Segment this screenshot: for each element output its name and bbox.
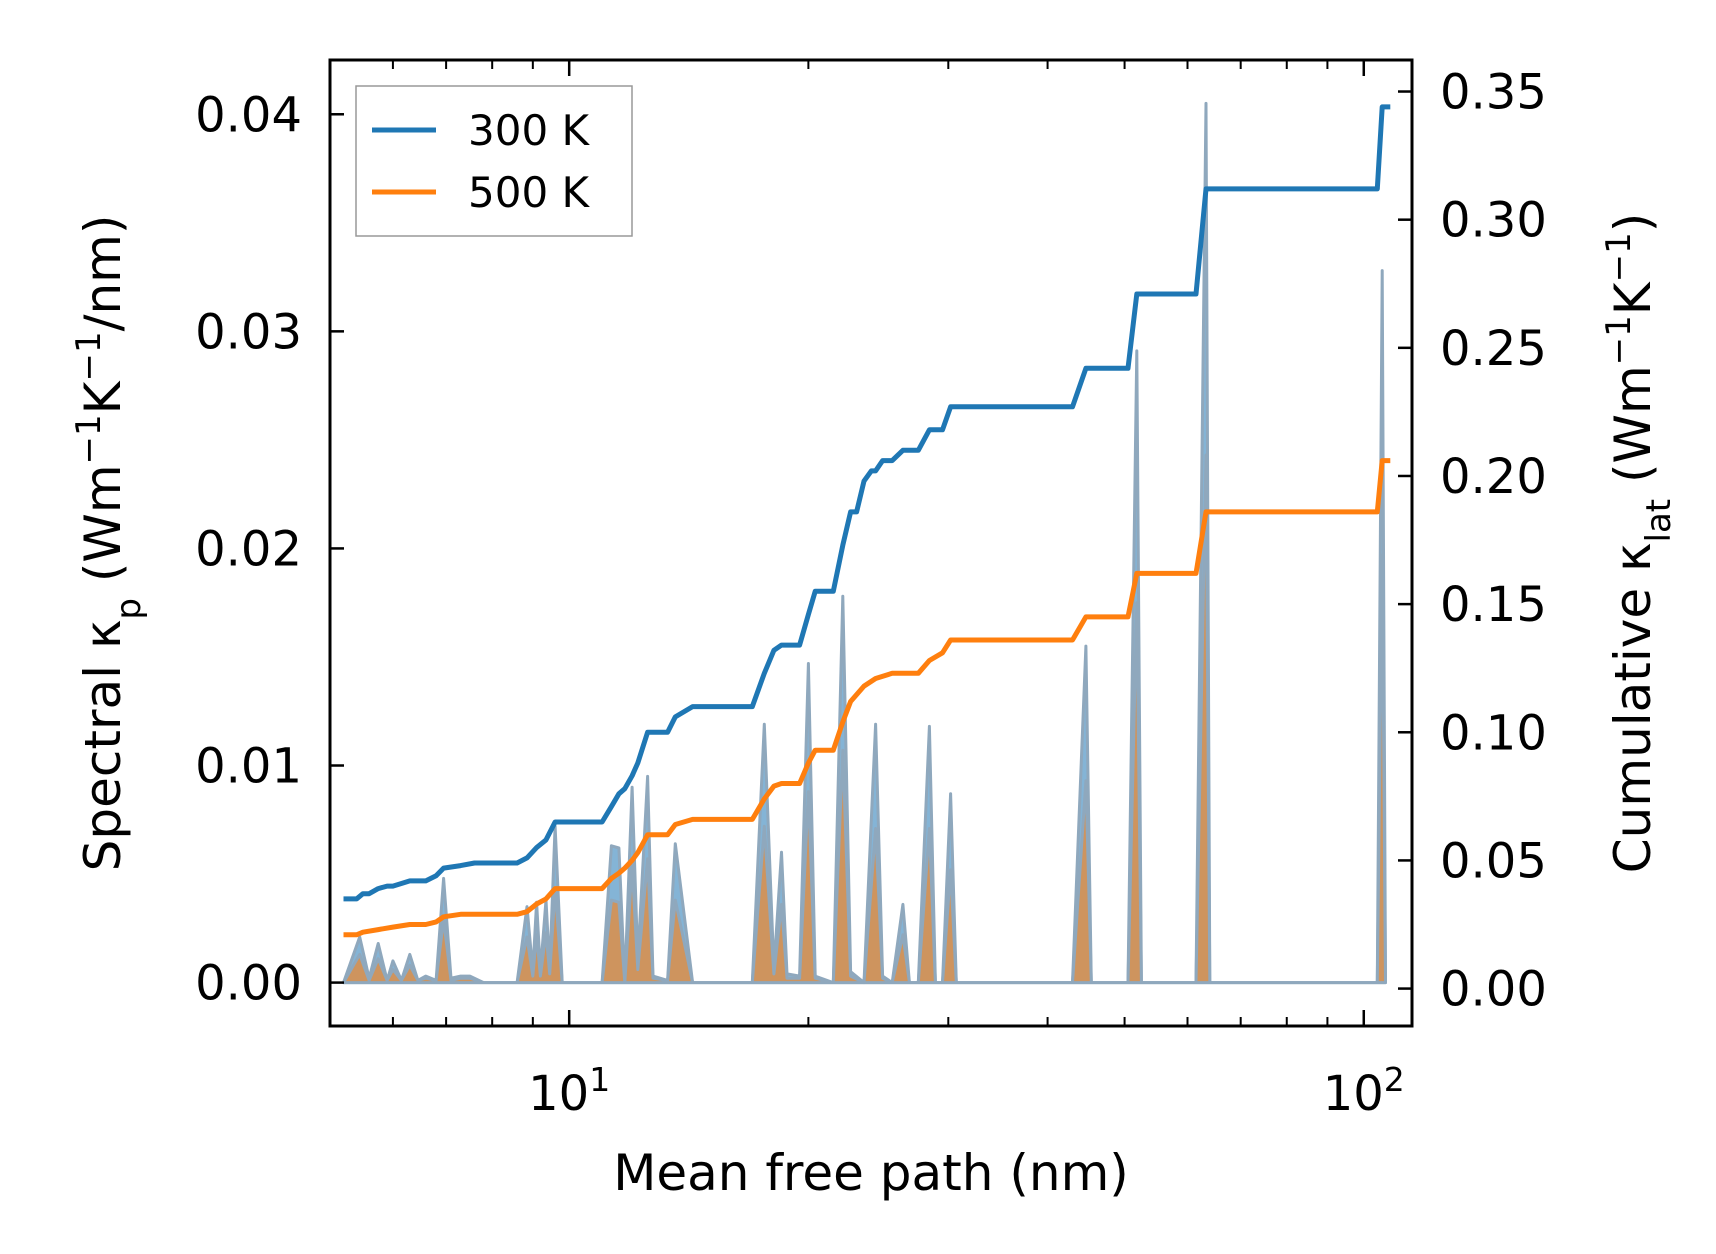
y-left-tick-label: 0.01 [195, 739, 302, 795]
y-right-tick-label: 0.05 [1440, 833, 1547, 889]
y-left-tick-label: 0.02 [195, 521, 302, 577]
spectral-series-layer [342, 101, 1387, 985]
legend-label-300k: 300 K [468, 106, 591, 155]
y-left-tick-label: 0.04 [195, 87, 302, 143]
x-axis-label: Mean free path (nm) [613, 1144, 1129, 1202]
x-tick-label: 102 [1323, 1060, 1405, 1123]
x-tick-label: 101 [528, 1060, 610, 1123]
y-right-tick-label: 0.20 [1440, 449, 1547, 505]
legend-frame [355, 85, 633, 237]
y-right-tick-label: 0.30 [1440, 193, 1547, 249]
plot-frame [328, 58, 1414, 1028]
y-right-tick-label: 0.00 [1440, 962, 1547, 1018]
y-right-tick-label: 0.15 [1440, 577, 1547, 633]
y-left-tick-label: 0.00 [195, 956, 302, 1012]
spectral-area-500k [342, 453, 1387, 985]
legend-label-500k: 500 K [468, 168, 591, 217]
y-right-tick-label: 0.35 [1440, 65, 1547, 121]
cumulative-series-layer [343, 104, 1391, 938]
y-axis-left-label: Spectral κp (Wm−1K−1/nm) [69, 215, 149, 872]
cumulative-line-500k [343, 458, 1391, 938]
y-right-tick-label: 0.10 [1440, 705, 1547, 761]
cumulative-line-300k [343, 104, 1391, 902]
y-left-tick-label: 0.03 [195, 304, 302, 360]
ticks-layer: 0.00 0.01 0.02 0.03 0.04 0.00 0.05 0.10 0.15 0.20… [195, 60, 1547, 1122]
y-axis-right-label: Cumulative κlat (Wm−1K−1) [1599, 213, 1679, 873]
y-right-tick-label: 0.25 [1440, 321, 1547, 377]
legend: 300 K 500 K [355, 85, 633, 237]
